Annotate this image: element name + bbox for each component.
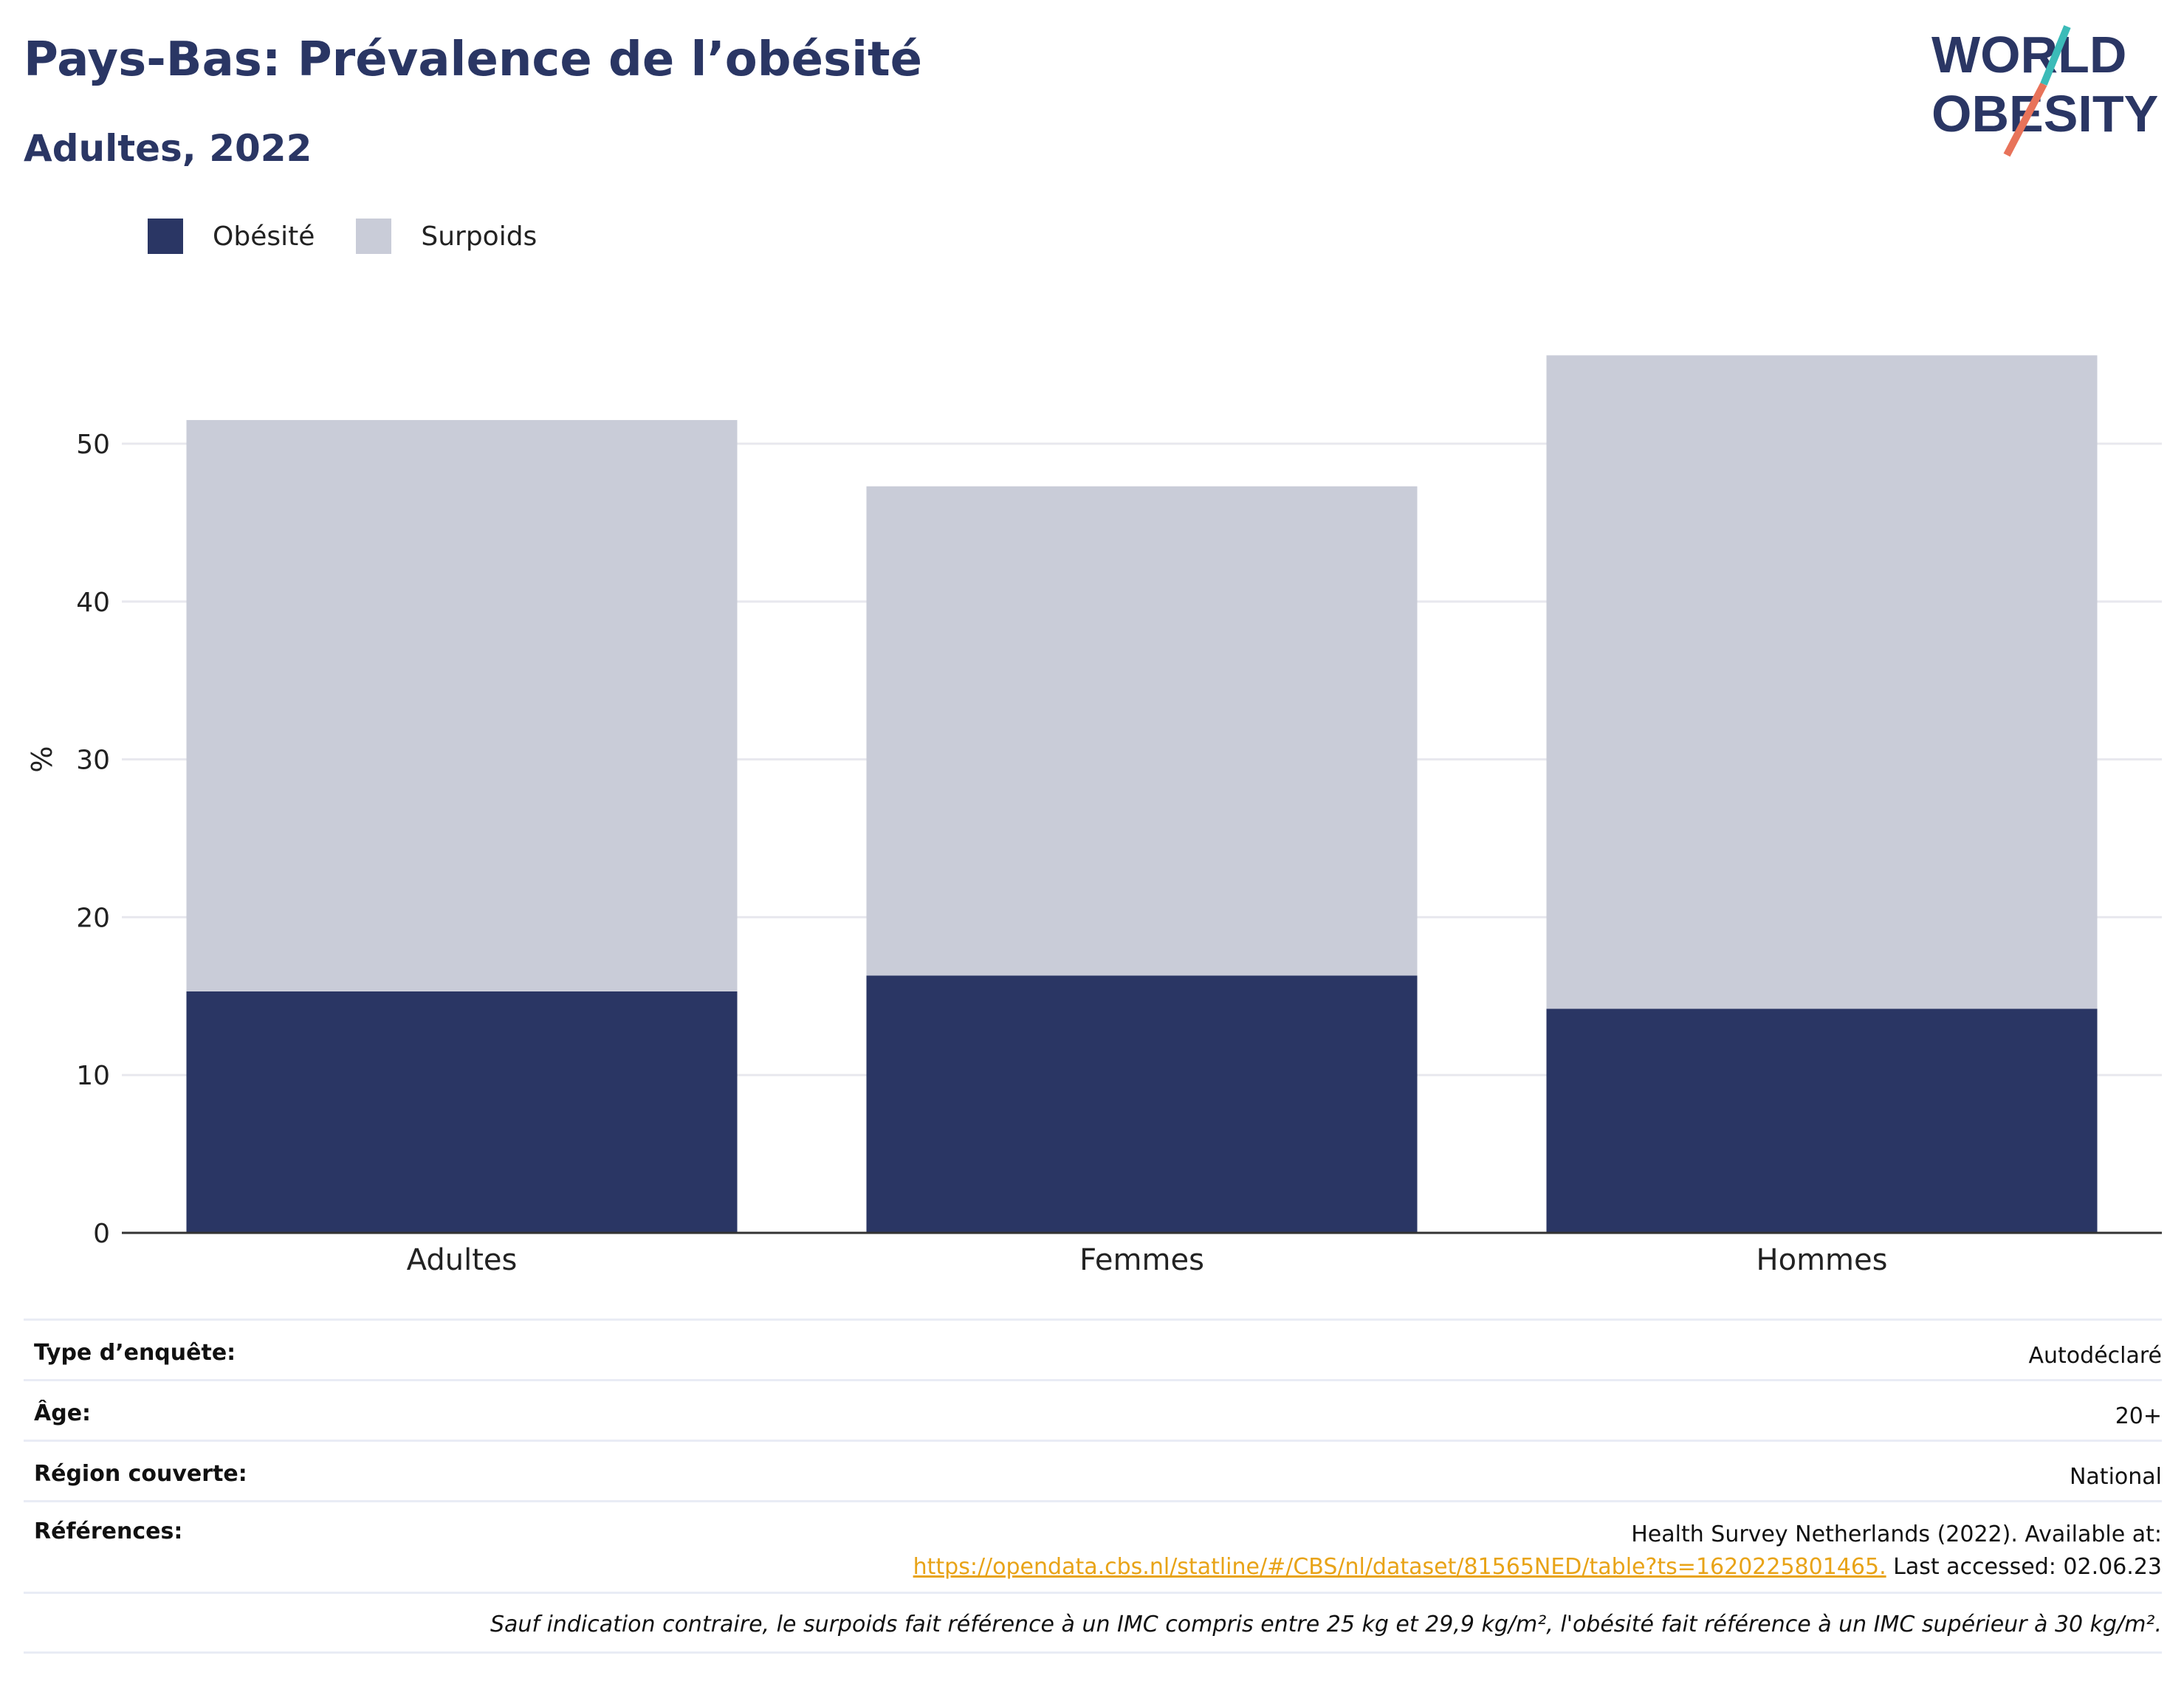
bar-adultes-surpoids — [186, 419, 738, 991]
x-tick-label-femmes: Femmes — [1079, 1243, 1204, 1277]
bar-femmes-surpoids — [866, 486, 1418, 976]
legend-swatch-obesite — [148, 219, 183, 254]
y-tick-label-10: 10 — [76, 1061, 110, 1091]
chart-title: Pays-Bas: Prévalence de l’obésité — [24, 32, 922, 87]
y-tick-label-40: 40 — [76, 588, 110, 618]
info-row-references: Références: Health Survey Netherlands (2… — [24, 1500, 2162, 1592]
chart-subtitle: Adultes, 2022 — [24, 127, 312, 170]
bar-hommes-obesite — [1546, 1008, 2098, 1233]
references-label: Références: — [34, 1519, 183, 1544]
x-tick-label-adultes: Adultes — [407, 1243, 518, 1277]
info-row-age: Âge: 20+ — [24, 1379, 2162, 1440]
y-tick-label-30: 30 — [76, 746, 110, 776]
y-tick-label-20: 20 — [76, 903, 110, 933]
bar-femmes-obesite — [866, 975, 1418, 1233]
y-tick-label-50: 50 — [76, 430, 110, 460]
info-row-note: Sauf indication contraire, le surpoids f… — [24, 1592, 2162, 1654]
age-value: 20+ — [2115, 1403, 2162, 1429]
references-link-line: https://opendata.cbs.nl/statline/#/CBS/n… — [913, 1551, 2162, 1584]
chart-legend: Obésité Surpoids — [148, 219, 578, 254]
references-value: Health Survey Netherlands (2022). Availa… — [913, 1519, 2162, 1584]
survey-type-label: Type d’enquête: — [34, 1340, 236, 1366]
definition-note: Sauf indication contraire, le surpoids f… — [490, 1612, 2162, 1637]
region-label: Région couverte: — [34, 1461, 247, 1487]
svg-text:WORLD: WORLD — [1931, 26, 2126, 83]
references-text: Health Survey Netherlands (2022). Availa… — [1631, 1522, 2162, 1547]
info-row-region: Région couverte: National — [24, 1440, 2162, 1500]
bar-adultes-obesite — [186, 991, 738, 1233]
references-link[interactable]: https://opendata.cbs.nl/statline/#/CBS/n… — [913, 1554, 1886, 1580]
x-tick-label-hommes: Hommes — [1757, 1243, 1888, 1277]
legend-item-surpoids[interactable]: Surpoids — [356, 219, 537, 254]
info-row-survey-type: Type d’enquête: Autodéclaré — [24, 1318, 2162, 1379]
bar-chart: 0 10 20 30 40 50% Adultes Femmes Hommes — [26, 355, 2162, 1277]
svg-text:OBESITY: OBESITY — [1931, 85, 2158, 142]
bar-hommes-surpoids — [1546, 355, 2098, 1009]
legend-label-obesite: Obésité — [213, 221, 315, 252]
references-accessed: Last accessed: 02.06.23 — [1886, 1554, 2162, 1580]
survey-info-table: Type d’enquête: Autodéclaré Âge: 20+ Rég… — [24, 1318, 2162, 1654]
survey-type-value: Autodéclaré — [2028, 1343, 2163, 1369]
legend-item-obesite[interactable]: Obésité — [148, 219, 315, 254]
legend-swatch-surpoids — [356, 219, 392, 254]
age-label: Âge: — [34, 1400, 92, 1426]
y-axis-label: % — [26, 746, 58, 773]
world-obesity-logo: WORLD OBESITY — [1931, 25, 2158, 157]
region-value: National — [2069, 1464, 2162, 1490]
legend-label-surpoids: Surpoids — [421, 221, 538, 252]
y-tick-label-0: 0 — [93, 1219, 110, 1249]
